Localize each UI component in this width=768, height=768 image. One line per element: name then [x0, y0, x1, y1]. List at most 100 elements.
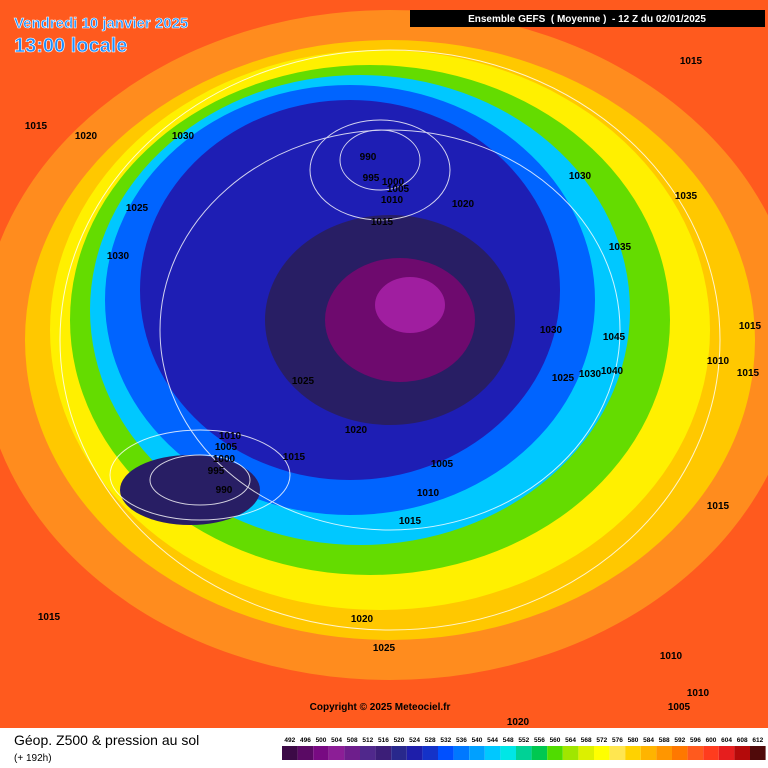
isobar-label: 1035	[609, 242, 632, 253]
isobar-label: 1010	[660, 651, 683, 662]
scale-label: 500	[316, 737, 327, 744]
scale-swatch	[391, 746, 407, 760]
scale-label: 544	[487, 737, 498, 744]
isobar-label: 1020	[452, 199, 475, 210]
isobar-label: 1040	[601, 366, 624, 377]
copyright: Copyright © 2025 Meteociel.fr	[310, 702, 451, 713]
scale-swatch	[734, 746, 750, 760]
isobar-label: 1005	[668, 702, 691, 713]
scale-swatch	[360, 746, 376, 760]
scale-swatch	[609, 746, 626, 760]
isobar-label: 1015	[25, 121, 48, 132]
isobar-label: 1010	[381, 195, 404, 206]
scale-swatch	[625, 746, 641, 760]
scale-swatch	[375, 746, 392, 760]
isobar-label: 1025	[373, 643, 396, 654]
scale-swatch	[422, 746, 438, 760]
isobar-label: 1020	[507, 717, 530, 728]
lead-time: (+ 192h)	[14, 753, 52, 764]
isobar-label: 1030	[172, 131, 195, 142]
local-time: 13:00 locale	[14, 35, 127, 57]
scale-label: 568	[581, 737, 592, 744]
scale-swatch	[656, 746, 672, 760]
isobar-label: 1015	[680, 56, 703, 67]
scale-label: 560	[550, 737, 561, 744]
scale-label: 548	[503, 737, 514, 744]
scale-swatch	[516, 746, 532, 760]
scale-swatch	[328, 746, 345, 760]
isobar-label: 1035	[675, 191, 698, 202]
isobar-label: 1015	[739, 321, 762, 332]
isobar-label: 990	[360, 152, 377, 163]
isobar-label: 1020	[351, 614, 374, 625]
scale-label: 552	[518, 737, 529, 744]
scale-swatch	[344, 746, 360, 760]
isobar-label: 1015	[737, 368, 760, 379]
scale-swatch	[640, 746, 657, 760]
scale-swatch	[718, 746, 735, 760]
isobars	[59, 49, 721, 631]
isobar-label: 1025	[126, 203, 149, 214]
model-info: Ensemble GEFS ( Moyenne ) - 12 Z du 02/0…	[468, 14, 706, 25]
isobar-label: 1025	[552, 373, 575, 384]
scale-label: 580	[628, 737, 639, 744]
isobar-label: 1015	[38, 612, 61, 623]
isobar-label: 1010	[219, 431, 242, 442]
scale-label: 592	[674, 737, 685, 744]
isobar-label: 1020	[75, 131, 98, 142]
scale-swatch	[282, 746, 298, 760]
scale-swatch	[531, 746, 548, 760]
scale-swatch	[562, 746, 579, 760]
isobar-label: 1015	[399, 516, 422, 527]
isobar-label: 1010	[707, 356, 730, 367]
isobar-label: 990	[216, 485, 233, 496]
scale-label: 528	[425, 737, 436, 744]
isobar-label: 1015	[283, 452, 306, 463]
isobar-label: 995	[363, 173, 380, 184]
color-scale: 492 496 500 504 508 512 516 520 524 528 532 536 540 5…	[282, 737, 766, 760]
scale-label: 572	[596, 737, 607, 744]
scale-label: 576	[612, 737, 623, 744]
isobar-label: 1005	[431, 459, 454, 470]
scale-label: 508	[347, 737, 358, 744]
scale-label: 492	[284, 737, 295, 744]
date: Vendredi 10 janvier 2025	[14, 15, 188, 32]
model-banner	[410, 10, 765, 27]
scale-label: 564	[565, 737, 576, 744]
isobar-label: 1005	[215, 442, 238, 453]
scale-swatch	[750, 746, 766, 760]
isobar-label: 1015	[371, 217, 394, 228]
scale-swatch	[406, 746, 423, 760]
isobar-label: 1015	[707, 501, 730, 512]
scale-label: 536	[456, 737, 467, 744]
scale-swatch	[547, 746, 563, 760]
scale-swatch	[578, 746, 594, 760]
scale-label: 520	[394, 737, 405, 744]
scale-swatch	[453, 746, 470, 760]
scale-label: 608	[737, 737, 748, 744]
isobar-label: 1030	[540, 325, 563, 336]
isobar-label: 1010	[687, 688, 710, 699]
scale-swatch	[313, 746, 329, 760]
scale-swatch	[297, 746, 314, 760]
scale-label: 504	[331, 737, 342, 744]
scale-label: 600	[706, 737, 717, 744]
scale-label: 612	[752, 737, 763, 744]
isobar-label: 995	[208, 466, 225, 477]
scale-label: 584	[643, 737, 654, 744]
isobar-label: 1020	[345, 425, 368, 436]
scale-label: 588	[659, 737, 670, 744]
scale-swatch	[703, 746, 719, 760]
scale-label: 516	[378, 737, 389, 744]
isobar-label: 1030	[579, 369, 602, 380]
isobar-label: 1045	[603, 332, 626, 343]
scale-label: 532	[440, 737, 451, 744]
scale-swatch	[500, 746, 516, 760]
isobar-label: 1000	[382, 177, 405, 188]
scale-label: 596	[690, 737, 701, 744]
scale-label: 540	[472, 737, 483, 744]
scale-label: 524	[409, 737, 420, 744]
geopotential-field	[0, 10, 768, 680]
